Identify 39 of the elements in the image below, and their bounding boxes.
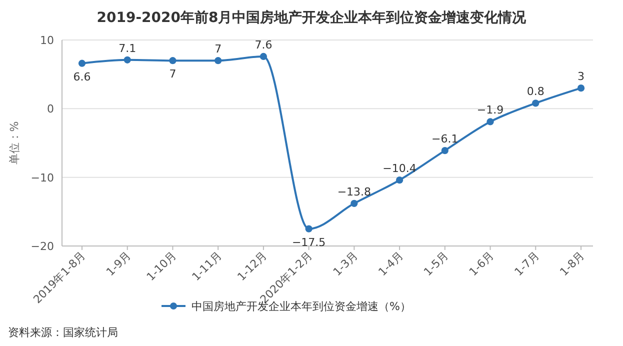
point [124,56,131,64]
point [532,100,540,107]
point [577,84,585,92]
point [78,60,86,67]
data-label: −13.8 [337,185,372,198]
y-tick-label: 10 [40,34,54,47]
point [260,52,268,60]
y-tick-label: 0 [47,102,54,116]
point [396,176,404,184]
point [214,57,222,64]
data-label: −6.1 [432,132,458,146]
x-tick-label: 1-8月 [557,248,588,279]
data-label: −1.9 [476,104,504,117]
x-tick-label: 1-3月 [330,248,360,279]
data-label: 7 [169,68,176,81]
point [486,118,494,126]
x-tick-label: 1-4月 [376,248,406,279]
data-label: 7.1 [118,42,136,55]
point [441,146,448,154]
x-tick-label: 1-7月 [512,248,542,279]
data-label: 0.8 [526,85,544,98]
data-label: 7 [214,42,222,56]
legend-label: 中国房地产开发企业本年到位资金增速（%） [192,300,411,313]
data-label: 6.6 [73,70,91,84]
data-label: 7.6 [254,38,272,52]
y-axis-title: 单位：% [8,121,21,165]
point [169,57,176,64]
y-tick-label: −20 [30,240,54,253]
x-tick-label: 1-6月 [466,248,496,279]
point [350,200,358,207]
data-label: −10.4 [382,162,416,176]
text: 资料来源：国家统计局 [8,326,118,339]
y-tick-label: −10 [30,171,54,184]
chart-title: 2019-2020年前8月中国房地产开发企业本年到位资金增速变化情况 [96,9,528,26]
x-tick-label: 1-5月 [421,248,452,279]
x-tick-label: 1-9月 [104,248,134,279]
data-label: −17.5 [292,236,326,249]
data-label: 3 [578,70,584,84]
point [305,225,312,232]
